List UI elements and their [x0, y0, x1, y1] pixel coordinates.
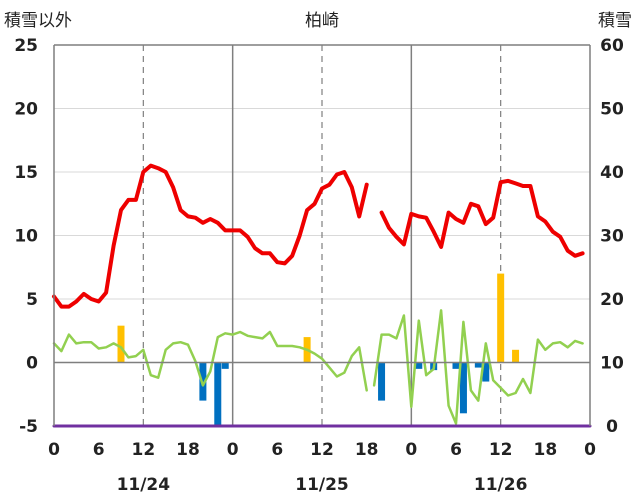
left-tick-label: 15: [14, 163, 38, 183]
right-tick-label: 50: [600, 100, 624, 120]
x-tick-label: 18: [176, 440, 200, 460]
precip-bar: [497, 273, 505, 363]
x-tick-label: 6: [271, 440, 283, 460]
left-axis-label: 積雪以外: [4, 11, 72, 31]
date-label: 11/26: [474, 475, 528, 495]
x-tick-label: 12: [310, 440, 334, 460]
left-tick-label: 25: [14, 36, 38, 56]
right-tick-label: 10: [600, 354, 624, 374]
x-tick-label: 0: [48, 440, 60, 460]
right-tick-label: 60: [600, 36, 624, 56]
right-axis-label: 積雪: [598, 11, 632, 31]
left-tick-label: 20: [14, 100, 38, 120]
left-tick-label: -5: [19, 417, 38, 437]
right-tick-label: 20: [600, 290, 624, 310]
negative-bar: [378, 362, 386, 401]
right-tick-label: 30: [600, 227, 624, 247]
negative-bar: [474, 362, 482, 368]
negative-bar: [214, 362, 222, 426]
chart-title: 柏崎: [305, 11, 339, 31]
right-tick-label: 40: [600, 163, 624, 183]
date-label: 11/24: [117, 475, 171, 495]
negative-bar: [459, 362, 467, 414]
series-lines: [52, 163, 592, 428]
x-tick-label: 6: [93, 440, 105, 460]
x-tick-label: 18: [533, 440, 557, 460]
green-series-line: [52, 309, 584, 425]
precip-bar: [512, 349, 520, 363]
x-tick-label: 12: [131, 440, 155, 460]
negative-bar: [482, 362, 490, 382]
x-tick-label: 0: [584, 440, 596, 460]
x-tick-label: 0: [227, 440, 239, 460]
negative-bar: [452, 362, 460, 369]
axes: [53, 44, 591, 426]
left-tick-label: 10: [14, 227, 38, 247]
left-tick-label: 0: [26, 354, 38, 374]
x-tick-label: 12: [489, 440, 513, 460]
precip-bar: [117, 325, 125, 363]
negative-bar: [415, 362, 423, 369]
right-tick-label: 0: [606, 417, 618, 437]
x-tick-label: 0: [405, 440, 417, 460]
x-tick-label: 18: [355, 440, 379, 460]
temperature-series-line: [52, 163, 585, 309]
date-label: 11/25: [295, 475, 349, 495]
x-tick-label: 6: [450, 440, 462, 460]
left-tick-label: 5: [26, 290, 38, 310]
negative-bar: [221, 362, 229, 369]
